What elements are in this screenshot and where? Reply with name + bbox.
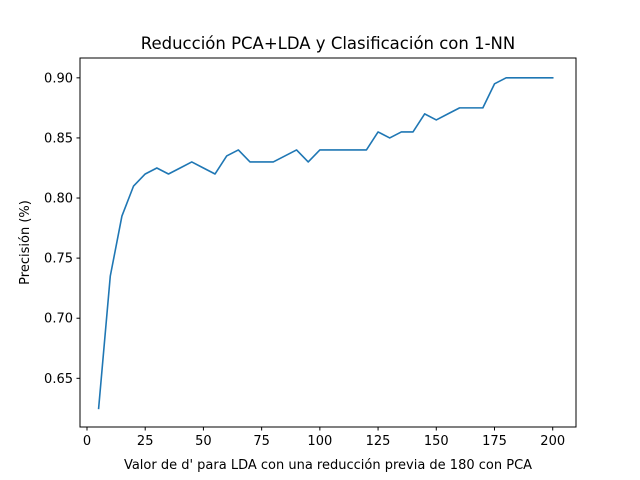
x-tick-label: 0 bbox=[83, 434, 91, 449]
chart-title: Reducción PCA+LDA y Clasificación con 1-… bbox=[141, 34, 516, 53]
x-tick-label: 125 bbox=[366, 434, 391, 449]
x-tick-label: 175 bbox=[482, 434, 507, 449]
y-tick-label: 0.70 bbox=[44, 312, 73, 327]
x-axis-ticks: 0 25 50 75 100 125 150 175 200 bbox=[83, 427, 565, 449]
plot-area bbox=[97, 77, 554, 410]
x-axis-label: Valor de d' para LDA con una reducción p… bbox=[124, 458, 532, 473]
axes-frame bbox=[79, 57, 577, 428]
x-tick-label: 200 bbox=[540, 434, 565, 449]
x-tick-label: 25 bbox=[137, 434, 154, 449]
x-tick-label: 100 bbox=[307, 434, 332, 449]
x-tick-label: 50 bbox=[195, 434, 212, 449]
y-tick-label: 0.75 bbox=[44, 252, 73, 267]
x-tick-label: 75 bbox=[253, 434, 270, 449]
y-tick-label: 0.80 bbox=[44, 192, 73, 207]
y-axis-ticks: 0.65 0.70 0.75 0.80 0.85 0.90 bbox=[44, 71, 80, 387]
y-axis-label: Precisión (%) bbox=[18, 200, 33, 285]
x-tick-label: 150 bbox=[424, 434, 449, 449]
y-tick-label: 0.85 bbox=[44, 131, 73, 146]
y-tick-label: 0.65 bbox=[44, 372, 73, 387]
series-line bbox=[97, 77, 554, 410]
y-tick-label: 0.90 bbox=[44, 71, 73, 86]
